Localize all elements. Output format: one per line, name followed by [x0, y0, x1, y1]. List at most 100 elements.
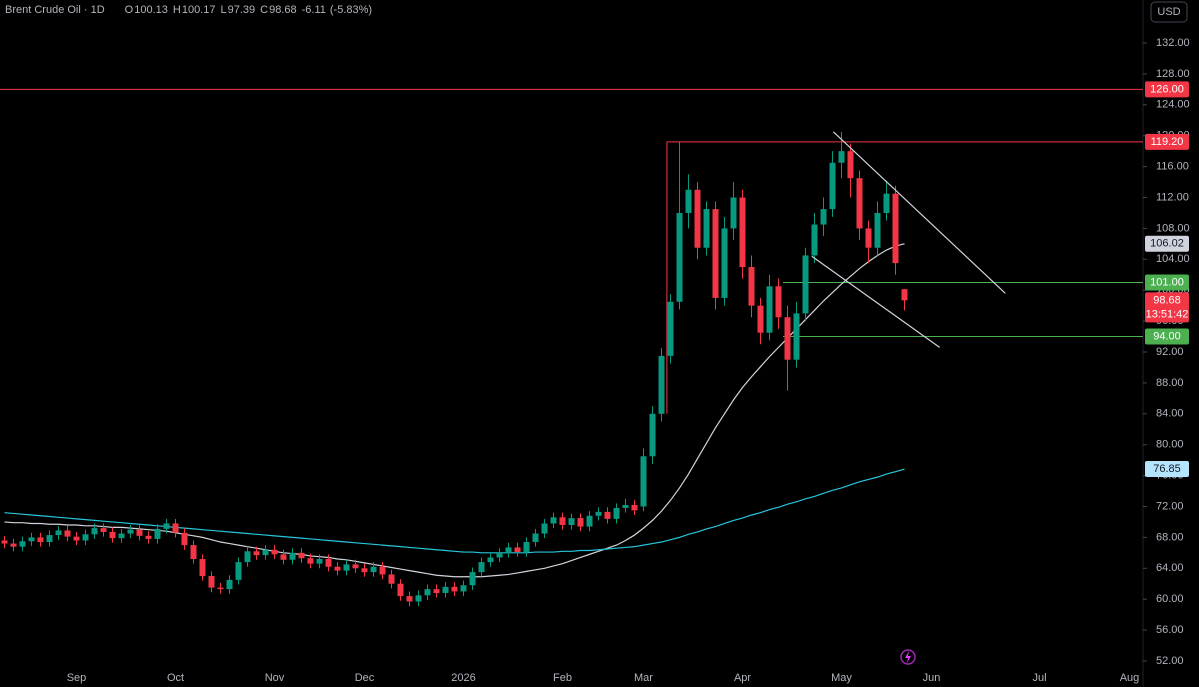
candle-body [730, 197, 737, 229]
candle-body [100, 528, 107, 532]
price-tag [1145, 274, 1189, 291]
ohlc-value: 97.39 [228, 4, 256, 16]
candle-body [325, 559, 332, 567]
candle-body [406, 596, 413, 602]
candle-body [109, 531, 116, 539]
candle-body [19, 541, 26, 547]
candle-body [811, 224, 818, 256]
candle-body [82, 534, 89, 541]
candle-body [766, 286, 773, 333]
price-tag [1145, 133, 1189, 150]
candle-body [37, 537, 44, 543]
candle-body [694, 189, 701, 248]
candle-body [163, 523, 170, 529]
trend-line [832, 131, 1006, 294]
price-tag-label: 101.00 [1150, 276, 1184, 288]
ohlc-key: O [125, 4, 134, 16]
y-tick-label: 108.00 [1156, 222, 1190, 234]
x-tick-label: Jun [923, 672, 941, 684]
price-tag-label: 98.68 [1153, 294, 1181, 306]
currency-button-box[interactable] [1150, 1, 1188, 23]
y-tick-label: 128.00 [1156, 68, 1190, 80]
x-tick-label: 2026 [451, 672, 475, 684]
currency-button[interactable]: USD [1150, 1, 1188, 23]
candle-body [613, 508, 620, 519]
x-tick-label: Oct [167, 672, 184, 684]
price-tag [1145, 328, 1189, 345]
candle-body [550, 517, 557, 524]
candle-body [631, 504, 638, 511]
candle-body [280, 554, 287, 560]
currency-label[interactable]: USD [1157, 6, 1180, 18]
price-tag-countdown: 13:51:42 [1146, 308, 1189, 320]
candle-body [28, 537, 35, 542]
candle-body [820, 209, 827, 225]
candle-body [226, 579, 233, 590]
y-tick-label: 92.00 [1156, 346, 1184, 358]
candle-body [541, 523, 548, 534]
candle-body [154, 528, 161, 539]
candle-body [46, 535, 53, 543]
candle-body [883, 193, 890, 213]
alert-circle[interactable] [900, 649, 916, 665]
candle-body [703, 209, 710, 248]
candle-body [532, 533, 539, 543]
ohlc-value: 100.13 [134, 4, 168, 16]
x-tick-label: Jul [1032, 672, 1046, 684]
price-tag-label: 94.00 [1153, 330, 1181, 342]
legend-header: Brent Crude Oil · 1D O 100.13 H 100.17 L 97.3… [5, 4, 372, 16]
alert-icon[interactable] [900, 649, 916, 665]
candle-body [433, 589, 440, 594]
price-tag [1145, 81, 1189, 98]
candle-body [892, 193, 899, 264]
x-tick-label: Feb [553, 672, 572, 684]
candle-body [469, 572, 476, 586]
x-tick-label: Dec [355, 672, 375, 684]
candle-body [253, 551, 260, 556]
candle-body [136, 529, 143, 536]
x-tick-label: Sep [67, 672, 87, 684]
x-tick-label: May [831, 672, 852, 684]
candle-body [829, 162, 836, 210]
candle-body [865, 228, 872, 248]
candle-body [649, 413, 656, 457]
candle-body [586, 515, 593, 527]
ohlc-value: 98.68 [269, 4, 297, 16]
ohlc-value: 100.17 [182, 4, 216, 16]
candle-body [514, 547, 521, 553]
alert-bolt[interactable] [905, 651, 911, 663]
candle-body [748, 267, 755, 306]
price-tag-label: 119.20 [1151, 136, 1184, 148]
candle-body [244, 551, 251, 563]
candle-body [487, 557, 494, 563]
candle-body [784, 317, 791, 360]
y-tick-label: 72.00 [1156, 500, 1184, 512]
change-value: -6.11 [302, 4, 326, 16]
candle-body [361, 568, 368, 573]
candle-body [496, 552, 503, 558]
candle-body [298, 552, 305, 559]
y-tick-label: 84.00 [1156, 408, 1184, 420]
candle-body [343, 564, 350, 571]
y-tick-label: 104.00 [1156, 253, 1190, 265]
y-tick-label: 132.00 [1156, 37, 1190, 49]
candle-body [208, 576, 215, 588]
y-tick-label: 112.00 [1156, 191, 1189, 203]
y-tick-label: 88.00 [1156, 377, 1184, 389]
candle-body [73, 536, 80, 541]
y-tick-label: 80.00 [1156, 439, 1184, 451]
candle-body [424, 589, 431, 596]
x-tick-label: Apr [734, 672, 751, 684]
candle-body [91, 528, 98, 535]
candle-body [685, 189, 692, 213]
candle-body [676, 212, 683, 302]
candle-body [712, 209, 719, 298]
candle-body [451, 586, 458, 592]
candle-body [235, 562, 242, 580]
candle-body [289, 552, 296, 560]
y-tick-label: 116.00 [1156, 161, 1189, 173]
candle-body [793, 313, 800, 360]
candle-body [316, 559, 323, 564]
